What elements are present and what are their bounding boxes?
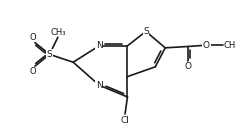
Text: O: O: [184, 62, 191, 71]
Text: O: O: [30, 67, 36, 76]
Text: O: O: [203, 41, 210, 50]
Text: Cl: Cl: [121, 116, 130, 125]
Text: S: S: [143, 27, 149, 36]
Text: CH₃: CH₃: [223, 41, 236, 50]
Text: CH₃: CH₃: [51, 28, 66, 37]
Text: N: N: [96, 41, 102, 50]
Text: O: O: [30, 33, 36, 42]
Text: N: N: [96, 81, 102, 90]
Text: S: S: [47, 50, 52, 59]
